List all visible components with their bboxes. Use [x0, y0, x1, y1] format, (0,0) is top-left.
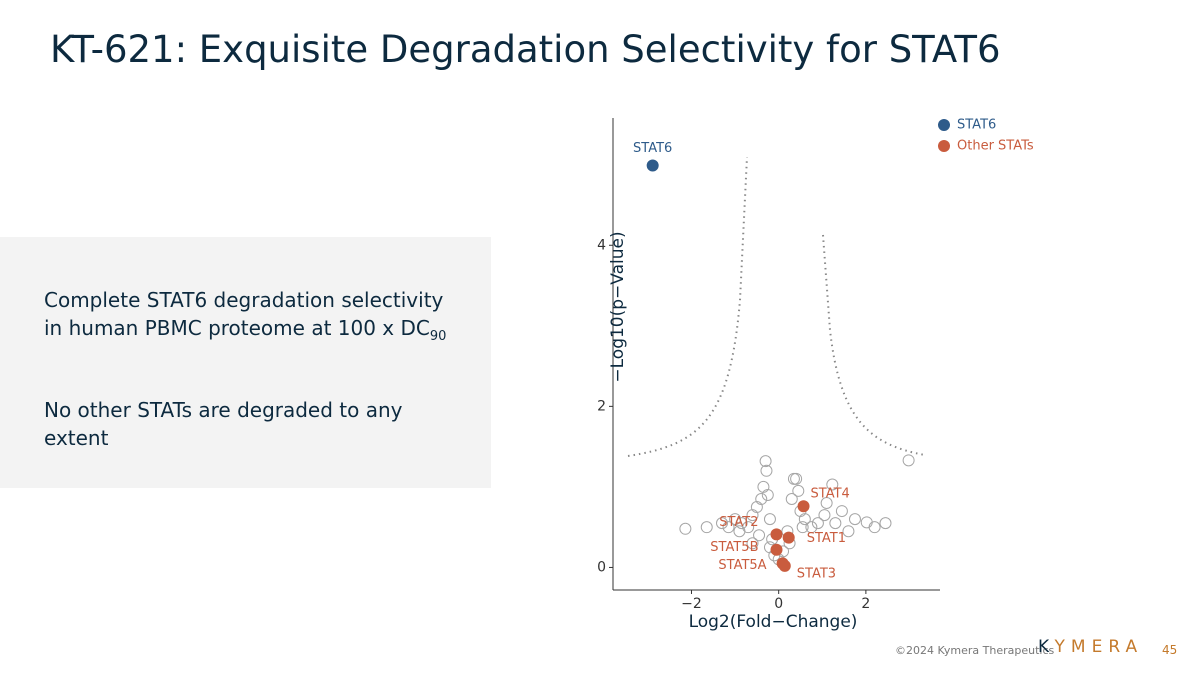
page-number: 45 [1162, 643, 1178, 657]
background-point [735, 517, 748, 530]
background-point [826, 478, 839, 491]
legend-marker [938, 119, 950, 131]
background-point [798, 513, 811, 526]
logo: KYMERA [1038, 637, 1143, 657]
background-point [760, 464, 773, 477]
threshold-curve [822, 234, 926, 456]
background-point [763, 513, 776, 526]
y-axis-title: −Log10(p−Value) [608, 231, 628, 382]
background-point [753, 529, 766, 542]
point-label: STAT5A [718, 558, 766, 573]
background-point [729, 513, 742, 526]
paragraph: Complete STAT6 degradation selectivity i… [44, 286, 454, 351]
background-point [790, 472, 803, 485]
background-point [716, 517, 728, 530]
point-label: STAT3 [797, 566, 836, 581]
legend-label: Other STATs [957, 139, 1034, 154]
paragraph-text: Complete STAT6 degradation selectivity i… [44, 288, 444, 340]
background-point [811, 517, 824, 530]
background-point [785, 492, 798, 505]
legend-marker [938, 140, 950, 152]
point-label: STAT2 [719, 515, 758, 530]
background-point [733, 525, 746, 538]
background-point [842, 525, 855, 538]
background-point [755, 492, 768, 505]
background-point [700, 521, 713, 534]
point [797, 500, 810, 513]
point-label: STAT4 [811, 487, 850, 502]
background-point [868, 521, 881, 534]
point [646, 159, 659, 172]
background-point [757, 480, 770, 493]
background-point [746, 537, 759, 550]
background-point [820, 497, 833, 510]
y-tick-label: 4 [597, 237, 606, 253]
background-point [848, 513, 861, 526]
threshold-curve [627, 156, 748, 457]
x-tick-label: 2 [861, 596, 870, 612]
background-point [792, 484, 805, 497]
point-label: STAT5B [710, 540, 758, 555]
background-point [902, 454, 915, 467]
background-point [818, 509, 831, 522]
point [770, 528, 783, 541]
logo-text: YMERA [1054, 637, 1144, 657]
point [782, 531, 795, 544]
paragraph: No other STATs are degraded to any exten… [44, 398, 403, 450]
background-point [835, 505, 848, 518]
y-tick-label: 0 [597, 559, 606, 575]
background-point [879, 517, 892, 530]
background-point [829, 517, 842, 530]
point-label: STAT6 [633, 141, 672, 156]
point [770, 543, 783, 556]
text-panel [0, 237, 491, 488]
legend-label: STAT6 [957, 118, 996, 133]
background-point [679, 522, 692, 535]
background-point [805, 521, 818, 534]
point-label: STAT1 [807, 531, 846, 546]
x-axis-title: Log2(Fold−Change) [689, 612, 858, 632]
x-tick-label: −2 [681, 596, 702, 612]
background-point [761, 488, 774, 501]
background-point [787, 472, 800, 485]
background-point [796, 521, 809, 534]
background-point [722, 521, 735, 534]
slide-title: KT-621: Exquisite Degradation Selectivit… [50, 28, 1001, 71]
background-point [750, 501, 763, 514]
background-point [759, 455, 772, 468]
copyright: ©2024 Kymera Therapeutics [895, 644, 1055, 657]
logo-k: K [1038, 637, 1055, 657]
y-tick-label: 2 [597, 398, 606, 414]
point [778, 559, 791, 572]
subscript: 90 [429, 329, 447, 344]
background-point [860, 516, 873, 529]
x-tick-label: 0 [774, 596, 783, 612]
